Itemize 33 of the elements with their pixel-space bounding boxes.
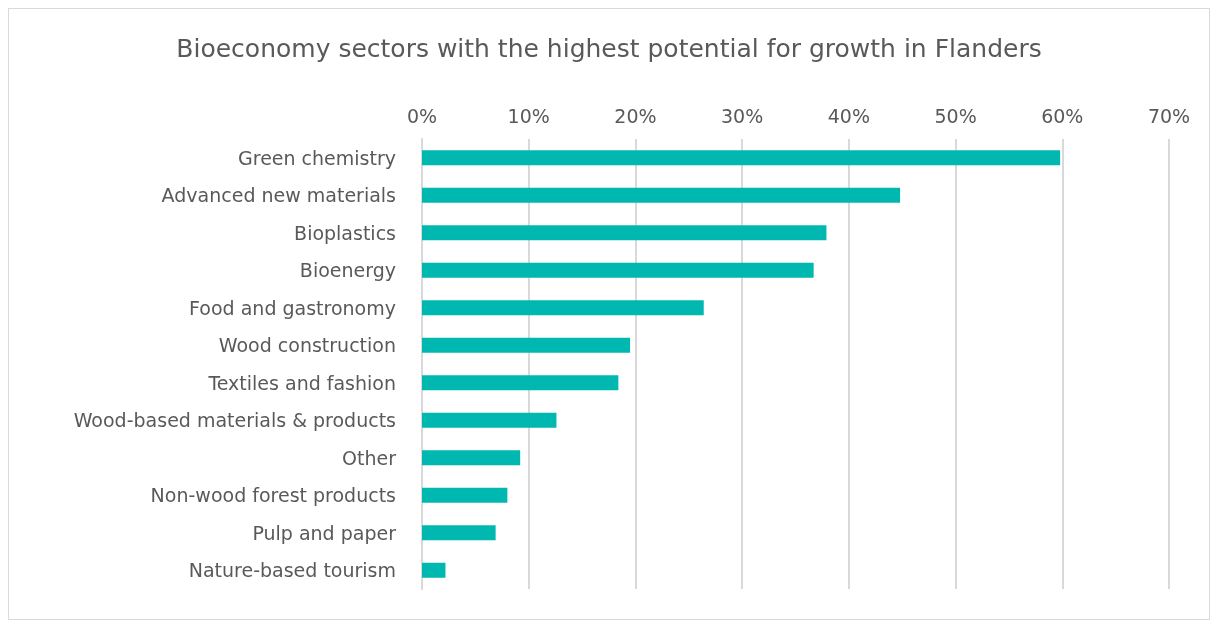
y-tick-label: Bioenergy [299, 259, 396, 282]
bar [422, 487, 508, 503]
x-tick-label: 60% [1041, 104, 1084, 127]
y-tick-label: Textiles and fashion [207, 371, 396, 394]
y-tick-label: Other [342, 446, 397, 469]
bar [422, 300, 704, 316]
y-tick-label: Wood-based materials & products [73, 409, 396, 432]
y-tick-label: Non-wood forest products [150, 484, 396, 507]
y-tick-label: Green chemistry [238, 146, 396, 169]
y-tick-label: Bioplastics [294, 221, 396, 244]
x-tick-label: 0% [406, 104, 438, 127]
x-tick-label: 40% [827, 104, 870, 127]
y-tick-label: Nature-based tourism [188, 559, 396, 582]
bar [422, 450, 521, 466]
x-tick-label: 30% [721, 104, 764, 127]
bar [422, 562, 446, 578]
y-tick-label: Wood construction [218, 334, 396, 357]
x-tick-label: 10% [507, 104, 550, 127]
bar [422, 225, 827, 241]
chart-title: Bioeconomy sectors with the highest potential for growth in Flanders [176, 34, 1042, 63]
bar [422, 375, 619, 391]
bar [422, 150, 1061, 166]
bar [422, 412, 557, 428]
x-tick-label: 20% [614, 104, 657, 127]
bar [422, 525, 496, 541]
x-tick-label: 50% [934, 104, 977, 127]
y-tick-label: Advanced new materials [161, 184, 396, 207]
x-tick-label: 70% [1147, 104, 1191, 127]
y-tick-label: Pulp and paper [252, 521, 397, 544]
bar [422, 262, 814, 278]
bar [422, 187, 901, 203]
y-tick-label: Food and gastronomy [189, 296, 396, 319]
bar [422, 337, 631, 353]
